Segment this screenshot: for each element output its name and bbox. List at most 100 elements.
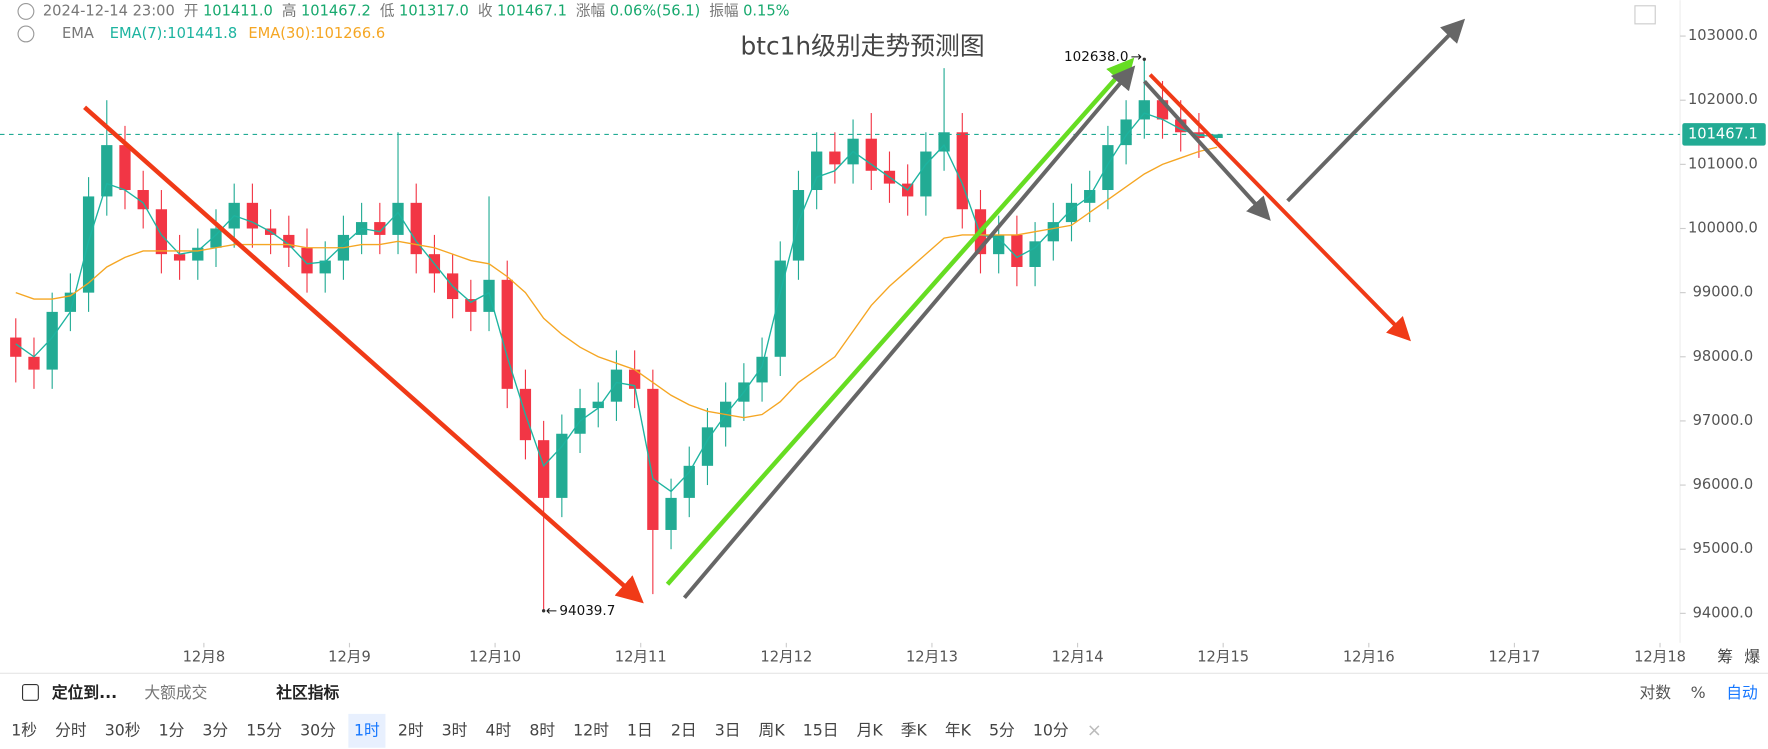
trend-arrow <box>1286 18 1466 203</box>
interval-button[interactable]: 12时 <box>573 720 609 739</box>
header: 2024-12-14 23:00 开 101411.0 高 101467.2 低 10131… <box>43 2 790 42</box>
close-icon[interactable]: × <box>1087 720 1102 741</box>
interval-button[interactable]: 1分 <box>159 720 185 739</box>
candle-body <box>28 356 40 370</box>
interval-button[interactable]: 季K <box>901 720 928 739</box>
x-tick-label: 12月14 <box>1052 649 1104 666</box>
annotation: 102638.0 <box>1064 49 1129 65</box>
interval-button[interactable]: 年K <box>945 720 972 739</box>
y-tick-label: 100000.0 <box>1688 219 1758 236</box>
interval-button[interactable]: 3日 <box>715 720 741 739</box>
candle-body <box>993 234 1005 255</box>
x-tick-label: 12月10 <box>469 649 521 666</box>
x-tick-label: 12月17 <box>1488 649 1540 666</box>
candle-body <box>592 401 604 409</box>
y-tick-label: 98000.0 <box>1693 348 1754 365</box>
interval-button[interactable]: 30分 <box>300 720 336 739</box>
ema-line <box>15 146 1218 419</box>
trend-arrow <box>1148 73 1411 342</box>
candle-body <box>1156 100 1169 120</box>
interval-button[interactable]: 15分 <box>246 720 282 739</box>
side-button[interactable]: 爆 <box>1744 647 1760 666</box>
interval-button[interactable]: 3分 <box>202 720 228 739</box>
scale-mode[interactable]: % <box>1691 683 1706 702</box>
header-label: 收 <box>478 2 493 19</box>
x-tick-label: 12月12 <box>760 649 812 666</box>
interval-button[interactable]: 2时 <box>398 720 424 739</box>
candle-body <box>64 292 77 312</box>
interval-button[interactable]: 10分 <box>1033 720 1069 739</box>
interval-button[interactable]: 1日 <box>627 720 653 739</box>
x-tick-label: 12月18 <box>1634 649 1686 666</box>
ema-line <box>15 112 1218 493</box>
drawings <box>83 18 1466 604</box>
candle-body <box>920 151 932 197</box>
candle-body <box>374 222 386 235</box>
interval-button[interactable]: 1时 <box>354 720 380 739</box>
scale-mode[interactable]: 对数 <box>1639 683 1671 702</box>
interval-button[interactable]: 月K <box>857 720 884 739</box>
x-tick-label: 12月16 <box>1343 649 1395 666</box>
header-label: 开 <box>184 2 199 19</box>
candle-body <box>465 299 477 312</box>
collapse-icon[interactable] <box>17 2 35 20</box>
candle-body <box>865 138 877 171</box>
interval-button[interactable]: 1秒 <box>11 720 37 739</box>
candle-body <box>82 196 95 293</box>
fullscreen-button[interactable] <box>1634 5 1656 25</box>
header-value: 0.15% <box>743 2 790 19</box>
candle-body <box>683 465 695 498</box>
last-price-tag <box>1682 123 1766 146</box>
annotation-point <box>1142 57 1146 61</box>
x-tick-label: 12月11 <box>615 649 667 666</box>
candle-body <box>1011 234 1023 267</box>
candle-body <box>1065 202 1078 223</box>
header-label: 低 <box>380 2 395 19</box>
tool-button[interactable]: 大额成交 <box>144 683 207 702</box>
side-button[interactable]: 筹 <box>1717 647 1733 666</box>
y-tick-label: 96000.0 <box>1693 476 1754 493</box>
interval-button[interactable]: 2日 <box>671 720 697 739</box>
interval-button[interactable]: 周K <box>759 720 786 739</box>
candle-body <box>1211 134 1223 138</box>
y-tick-label: 95000.0 <box>1693 540 1754 557</box>
header-value: 101411.0 <box>203 2 273 19</box>
candle-body <box>246 202 259 229</box>
candle-body <box>101 145 113 197</box>
x-tick-label: 12月13 <box>906 649 958 666</box>
candle-body <box>210 228 222 248</box>
candle-body <box>483 279 495 312</box>
scale-mode[interactable]: 自动 <box>1726 683 1758 702</box>
interval-button[interactable]: 4时 <box>485 720 511 739</box>
y-tick-label: 97000.0 <box>1693 412 1754 429</box>
trend-arrow <box>83 105 644 604</box>
candle-body <box>938 132 950 152</box>
chart-title: btc1h级别走势预测图 <box>740 32 984 61</box>
active-interval-bg <box>348 713 386 748</box>
candle-body <box>173 254 186 261</box>
y-tick-label: 102000.0 <box>1688 91 1758 108</box>
header-value: 101467.1 <box>497 2 567 19</box>
candle-body <box>647 388 659 530</box>
x-tick-label: 12月15 <box>1197 649 1249 666</box>
trend-arrow <box>665 57 1135 586</box>
candle-body <box>756 356 768 383</box>
interval-button[interactable]: 8时 <box>529 720 555 739</box>
candle-body <box>301 247 313 274</box>
tool-button[interactable]: 定位到... <box>52 683 117 702</box>
interval-button[interactable]: 5分 <box>989 720 1015 739</box>
tool-button[interactable]: 社区指标 <box>275 683 339 702</box>
collapse-icon[interactable] <box>17 25 35 43</box>
candle-body <box>1175 119 1187 133</box>
annotation-point <box>541 609 546 613</box>
interval-button[interactable]: 3时 <box>442 720 468 739</box>
candle-body <box>10 337 22 357</box>
interval-button[interactable]: 分时 <box>55 720 87 739</box>
interval-button[interactable]: 15日 <box>803 720 839 739</box>
last-price-label: 101467.1 <box>1688 125 1758 142</box>
interval-button[interactable]: 30秒 <box>105 720 141 739</box>
header-label: 涨幅 <box>576 2 605 19</box>
candle-body <box>1120 119 1132 146</box>
